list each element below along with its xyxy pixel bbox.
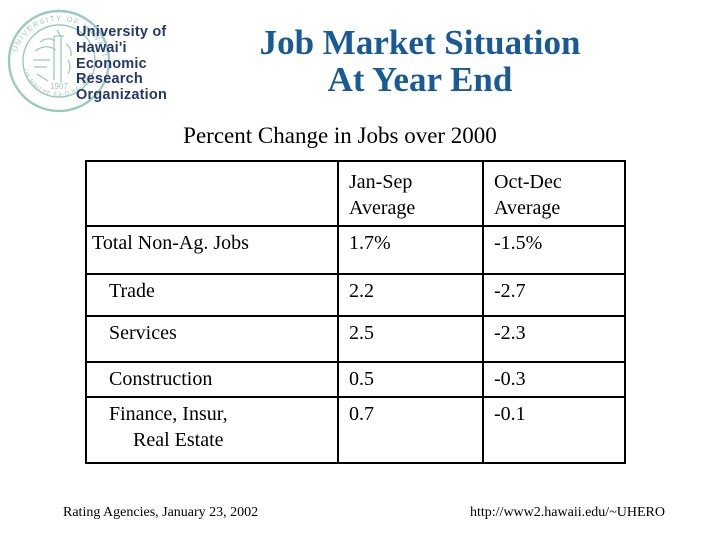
oct-dec-cell: -0.3 xyxy=(482,361,626,398)
column-header-sector xyxy=(85,160,339,227)
university-seal-icon: UNIVERSITY OF HAWAI'I UA·MAU·KE·EA·O·KA·… xyxy=(7,9,111,113)
footer-url: http://www2.hawaii.edu/~UHERO xyxy=(470,505,665,520)
table-row: Total Non-Ag. Jobs 1.7% -1.5% xyxy=(85,225,626,275)
seal-year: 1907 xyxy=(50,82,68,91)
oct-dec-cell: -0.1 xyxy=(482,396,626,464)
oct-dec-cell: -1.5% xyxy=(482,225,626,275)
jobs-table: Jan-Sep Average Oct-Dec Average Total No… xyxy=(85,160,626,464)
footer-source: Rating Agencies, January 23, 2002 xyxy=(63,505,259,520)
column-header-oct-dec: Oct-Dec Average xyxy=(482,160,626,227)
jan-sep-cell: 2.5 xyxy=(337,315,484,363)
oct-dec-cell: -2.7 xyxy=(482,273,626,317)
table-row: Construction 0.5 -0.3 xyxy=(85,361,626,398)
jan-sep-cell: 2.2 xyxy=(337,273,484,317)
sector-cell: Construction xyxy=(85,361,339,398)
sector-line2: Real Estate xyxy=(133,429,224,451)
jan-sep-cell: 1.7% xyxy=(337,225,484,275)
org-name: University of Hawai'i Economic Research … xyxy=(76,24,168,104)
jan-sep-cell: 0.7 xyxy=(337,396,484,464)
table-header-row: Jan-Sep Average Oct-Dec Average xyxy=(85,160,626,227)
jan-sep-cell: 0.5 xyxy=(337,361,484,398)
oct-dec-cell: -2.3 xyxy=(482,315,626,363)
table-row: Trade 2.2 -2.7 xyxy=(85,273,626,317)
sector-line1: Finance, Insur, xyxy=(109,403,228,425)
column-header-jan-sep: Jan-Sep Average xyxy=(337,160,484,227)
sector-cell: Finance, Insur, Real Estate xyxy=(85,396,339,464)
table-row: Finance, Insur, Real Estate 0.7 -0.1 xyxy=(85,396,626,464)
sector-cell: Total Non-Ag. Jobs xyxy=(85,225,339,275)
sector-cell: Trade xyxy=(85,273,339,317)
sector-cell: Services xyxy=(85,315,339,363)
seal-crest-icon xyxy=(33,29,72,82)
table-row: Services 2.5 -2.3 xyxy=(85,315,626,363)
page-title: Job Market Situation At Year End xyxy=(259,23,581,99)
slide-subtitle: Percent Change in Jobs over 2000 xyxy=(183,123,497,148)
